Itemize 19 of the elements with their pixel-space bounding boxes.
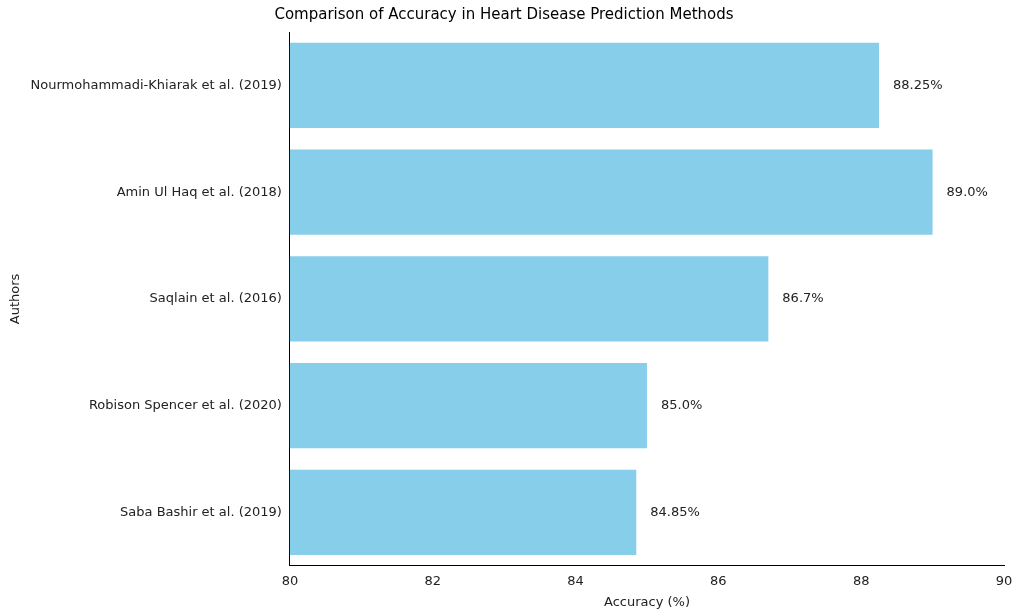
x-tick-label: 90 — [995, 572, 1013, 588]
y-tick-label: Amin Ul Haq et al. (2018) — [116, 183, 282, 199]
y-tick-label: Saqlain et al. (2016) — [149, 290, 282, 306]
chart-title: Comparison of Accuracy in Heart Disease Prediction Methods — [274, 4, 734, 23]
y-tick-label: Saba Bashir et al. (2019) — [120, 503, 282, 519]
x-tick-label: 88 — [852, 572, 870, 588]
data-label: 85.0% — [660, 397, 703, 413]
data-label: 88.25% — [893, 76, 943, 92]
x-tick-label: 80 — [281, 572, 299, 588]
data-label: 89.0% — [946, 183, 988, 199]
x-tick-label: 84 — [567, 572, 584, 588]
data-label: 84.85% — [650, 503, 700, 519]
y-tick-label: Robison Spencer et al. (2020) — [88, 397, 282, 413]
x-tick-label: 86 — [710, 572, 727, 588]
x-tick-label: 82 — [424, 572, 442, 588]
data-label: 86.7% — [782, 290, 824, 306]
x-axis-title: Accuracy (%) — [603, 593, 690, 609]
y-axis-title: Authors — [7, 273, 23, 325]
y-tick-label: Nourmohammadi-Khiarak et al. (2019) — [30, 76, 282, 92]
